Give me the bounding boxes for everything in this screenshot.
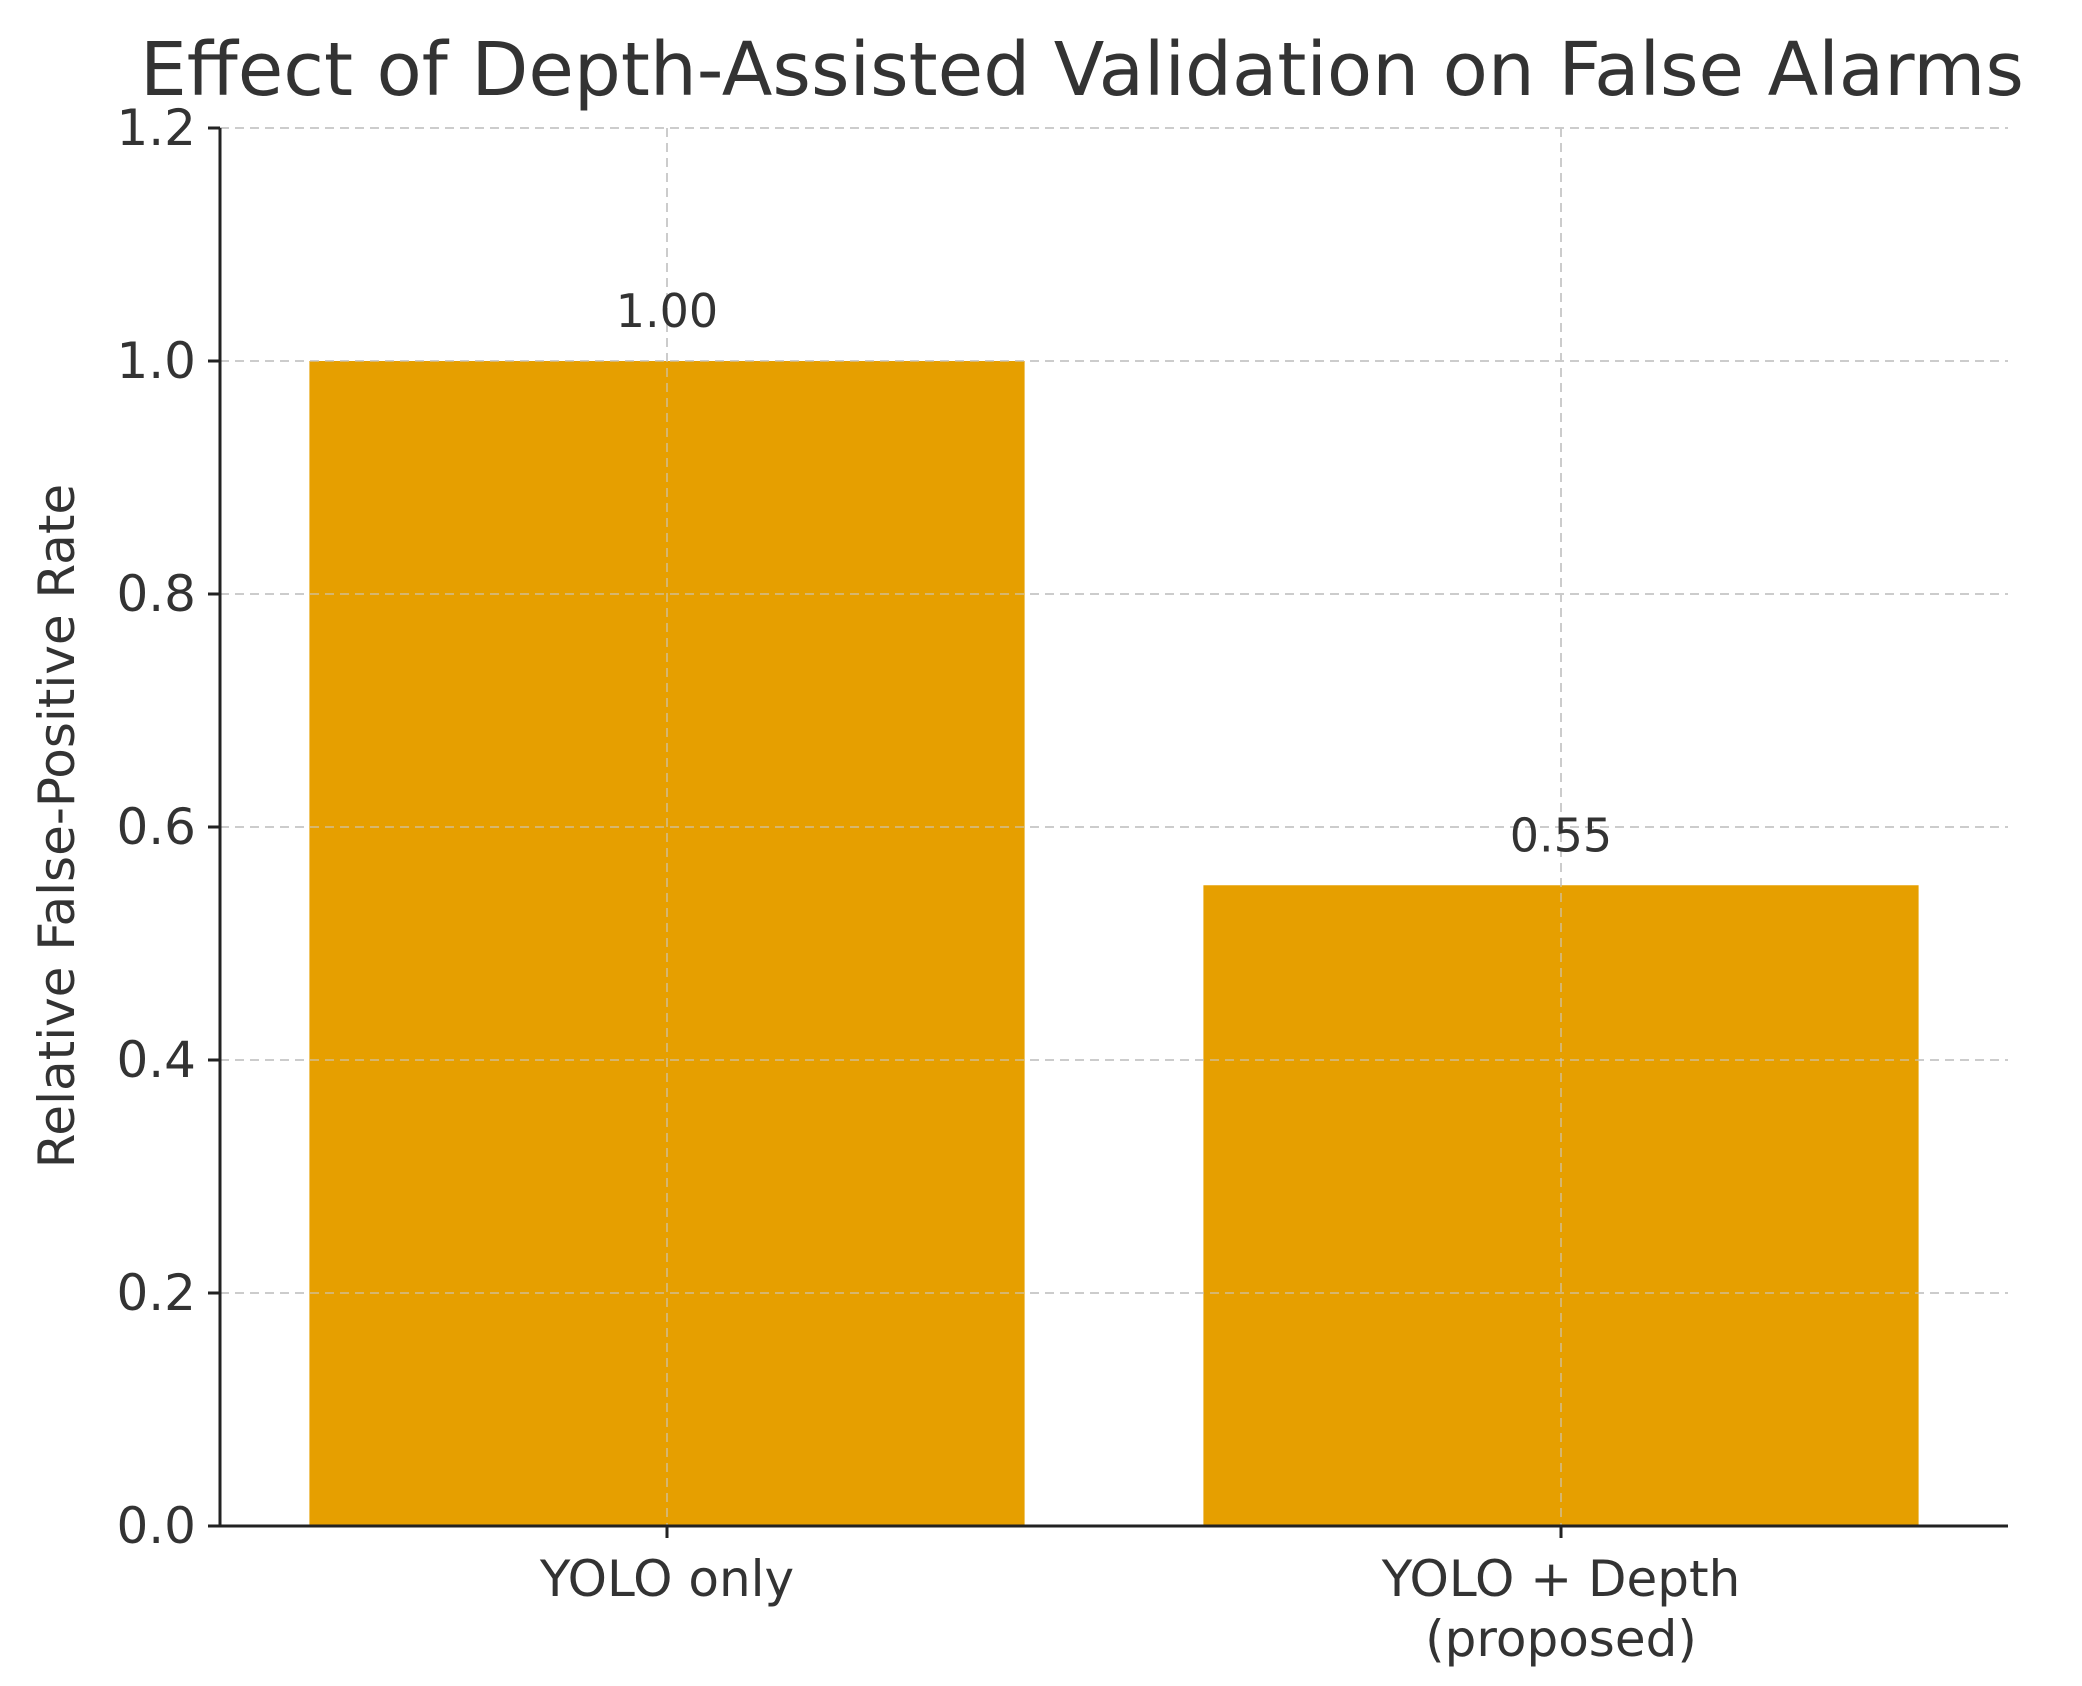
- chart-title: Effect of Depth-Assisted Validation on F…: [140, 27, 2024, 113]
- y-tick-label-2: 0.4: [116, 1031, 196, 1089]
- y-tick-label-5: 1.0: [116, 332, 196, 390]
- x-tick-label-1-1: (proposed): [1425, 1610, 1697, 1668]
- y-tick-label-4: 0.8: [116, 565, 196, 623]
- axes: [208, 126, 2008, 1538]
- y-axis-label: Relative False-Positive Rate: [28, 484, 86, 1168]
- y-tick-label-0: 0.0: [116, 1497, 196, 1555]
- bars: [220, 127, 2008, 1527]
- x-tick-label-1-0: YOLO + Depth: [1381, 1550, 1741, 1608]
- bar-1: [1203, 885, 1919, 1526]
- value-label-1: 0.55: [1510, 808, 1612, 862]
- y-tick-label-6: 1.2: [116, 99, 196, 157]
- value-label-0: 1.00: [616, 284, 718, 338]
- y-tick-label-1: 0.2: [116, 1264, 196, 1322]
- labels: 1.00 0.55 0.0 0.2 0.4 0.6 0.8 1.0 1.2 YOLO only YO…: [116, 99, 1740, 1668]
- y-tick-label-3: 0.6: [116, 798, 196, 856]
- x-tick-label-0-0: YOLO only: [539, 1550, 794, 1608]
